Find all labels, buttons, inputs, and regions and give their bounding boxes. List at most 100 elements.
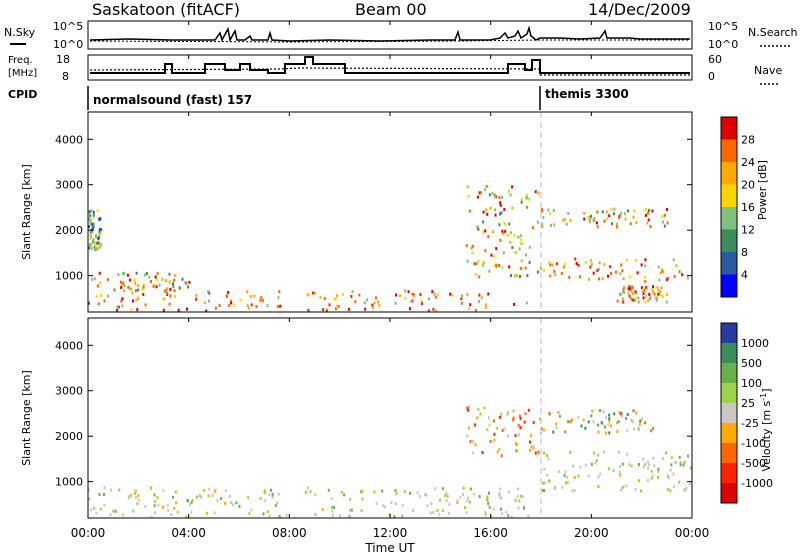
power-echo-cell bbox=[541, 209, 544, 213]
velocity-echo-cell bbox=[650, 476, 653, 480]
velocity-echo-cell bbox=[134, 496, 137, 500]
time-tick-label: 04:00 bbox=[171, 526, 206, 540]
power-echo-cell bbox=[656, 285, 659, 289]
power-echo-cell bbox=[598, 277, 600, 281]
velocity-panel-frame bbox=[87, 317, 693, 519]
velocity-echo-cell bbox=[248, 512, 251, 516]
power-echo-cell bbox=[96, 247, 99, 251]
power-echo-cell bbox=[498, 264, 501, 268]
freq-label-bottom: [MHz] bbox=[8, 68, 37, 79]
velocity-echo-cell bbox=[493, 432, 496, 436]
power-echo-cell bbox=[89, 220, 92, 224]
power-echo-cell bbox=[654, 295, 657, 299]
velocity-echo-cell bbox=[469, 440, 472, 443]
velocity-echo-cell bbox=[95, 511, 98, 515]
velocity-echo-cell bbox=[512, 416, 515, 420]
power-echo-cell bbox=[364, 307, 367, 311]
power-echo-cell bbox=[551, 263, 554, 267]
power-echo-cell bbox=[624, 217, 627, 221]
power-echo-cell bbox=[665, 293, 668, 297]
power-echo-cell bbox=[588, 220, 591, 224]
velocity-echo-cell bbox=[424, 492, 427, 496]
power-colorbar-frame bbox=[720, 116, 738, 298]
power-echo-cell bbox=[460, 301, 463, 305]
velocity-echo-cell bbox=[127, 496, 130, 500]
power-echo-cell bbox=[627, 209, 629, 213]
power-y-axis-label: Slant Range [km] bbox=[20, 164, 33, 260]
velocity-echo-cell bbox=[496, 450, 499, 454]
power-echo-cell bbox=[618, 292, 621, 296]
velocity-echo-cell bbox=[689, 482, 692, 486]
power-echo-cell bbox=[122, 281, 125, 285]
velocity-echo-cell bbox=[527, 408, 530, 412]
velocity-echo-cell bbox=[675, 460, 678, 464]
power-echo-cell bbox=[173, 278, 176, 282]
velocity-echo-cell bbox=[88, 497, 91, 501]
power-echo-cell bbox=[479, 191, 482, 195]
power-echo-cell bbox=[501, 196, 504, 199]
power-echo-cell bbox=[485, 184, 488, 188]
power-echo-cell bbox=[567, 211, 570, 215]
velocity-echo-cell bbox=[330, 505, 333, 509]
velocity-echo-cell bbox=[657, 467, 660, 471]
beam-title: Beam 00 bbox=[355, 0, 427, 19]
power-echo-cell bbox=[628, 287, 631, 291]
velocity-echo-cell bbox=[216, 499, 219, 503]
power-echo-cell bbox=[616, 299, 619, 303]
power-ytick-label: 2000 bbox=[55, 224, 83, 237]
power-echo-cell bbox=[471, 244, 474, 248]
power-echo-cell bbox=[168, 272, 171, 276]
power-echo-cell bbox=[166, 287, 169, 291]
power-echo-cell bbox=[98, 227, 101, 231]
power-echo-cell bbox=[460, 297, 463, 301]
power-echo-cell bbox=[333, 297, 336, 301]
velocity-echo-cell bbox=[434, 487, 437, 491]
power-echo-cell bbox=[510, 274, 512, 278]
velocity-echo-cell bbox=[564, 430, 567, 434]
power-echo-cell bbox=[590, 263, 593, 266]
velocity-echo-cell bbox=[669, 489, 672, 493]
power-echo-cell bbox=[622, 288, 625, 292]
power-echo-cell bbox=[627, 291, 630, 295]
velocity-echo-cell bbox=[512, 409, 515, 413]
power-echo-cell bbox=[89, 229, 92, 233]
power-echo-cell bbox=[644, 264, 647, 268]
velocity-echo-cell bbox=[271, 495, 274, 499]
velocity-echo-cell bbox=[447, 512, 450, 515]
power-echo-cell bbox=[484, 249, 487, 253]
velocity-echo-cell bbox=[383, 505, 386, 509]
power-echo-cell bbox=[469, 303, 472, 307]
velocity-echo-cell bbox=[467, 496, 470, 500]
power-echo-cell bbox=[144, 303, 147, 307]
velocity-echo-cell bbox=[669, 468, 672, 472]
power-echo-cell bbox=[511, 245, 514, 249]
power-echo-cell bbox=[313, 291, 316, 295]
velocity-echo-cell bbox=[264, 499, 267, 503]
velocity-echo-cell bbox=[394, 488, 397, 492]
power-echo-cell bbox=[239, 298, 242, 302]
power-echo-cell bbox=[673, 274, 676, 278]
power-echo-cell bbox=[152, 284, 155, 288]
power-echo-cell bbox=[168, 279, 171, 283]
power-echo-cell bbox=[351, 290, 354, 294]
time-tick-label: 12:00 bbox=[373, 526, 408, 540]
power-echo-cell bbox=[632, 215, 635, 219]
power-echo-cell bbox=[525, 253, 527, 257]
velocity-echo-cell bbox=[638, 423, 641, 427]
power-echo-cell bbox=[203, 301, 206, 305]
power-echo-cell bbox=[477, 259, 480, 263]
freq-right-tick-top: 60 bbox=[708, 53, 722, 66]
power-echo-cell bbox=[644, 208, 647, 211]
power-echo-cell bbox=[537, 191, 540, 195]
power-echo-cell bbox=[91, 227, 94, 231]
power-echo-cell bbox=[526, 274, 529, 278]
power-echo-cell bbox=[596, 210, 599, 214]
power-echo-cell bbox=[603, 263, 606, 266]
nave-trace bbox=[89, 67, 690, 76]
velocity-echo-cell bbox=[683, 488, 685, 492]
power-echo-cell bbox=[651, 209, 654, 213]
power-echo-cell bbox=[540, 267, 542, 271]
power-echo-cell bbox=[466, 293, 469, 296]
power-echo-cell bbox=[645, 285, 648, 289]
velocity-echo-cell bbox=[195, 495, 198, 499]
